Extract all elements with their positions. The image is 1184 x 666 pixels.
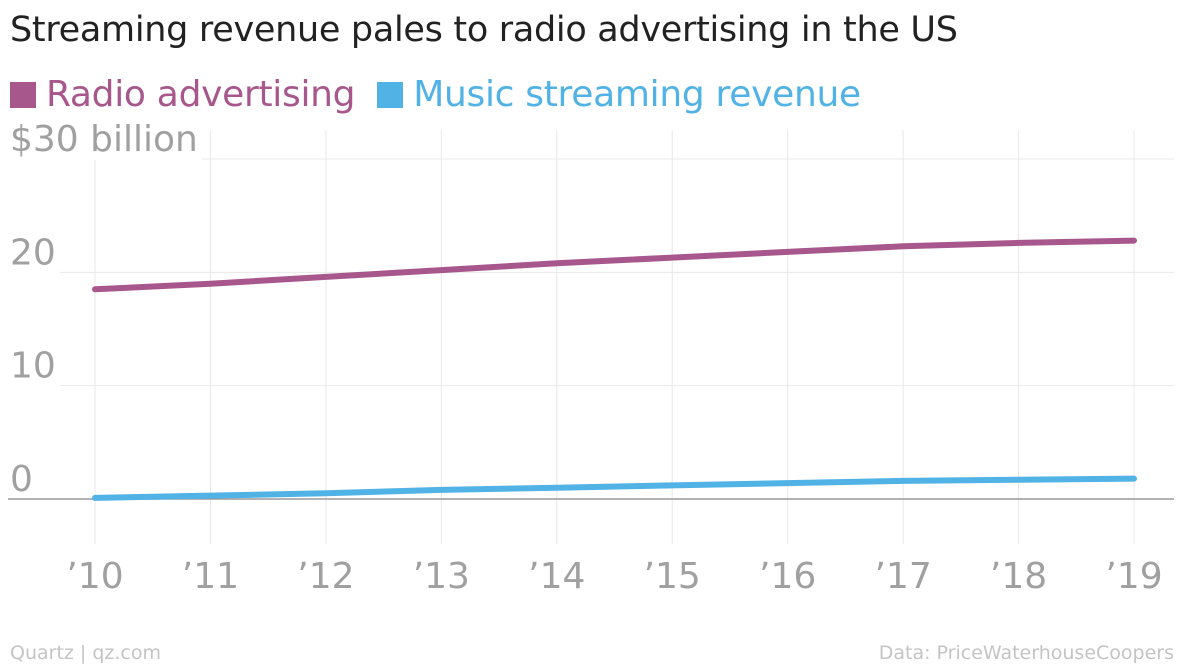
y-tick-label-background	[6, 459, 37, 500]
y-tick-label: $30 billion	[10, 119, 198, 160]
y-tick-label-background	[6, 119, 202, 160]
legend-label-radio: Radio advertising	[46, 74, 356, 115]
x-tick-label: ’16	[759, 556, 816, 597]
x-tick-label: ’11	[182, 556, 239, 597]
legend-swatch-streaming	[377, 81, 404, 108]
y-tick-label-background	[6, 345, 60, 387]
legend-item-streaming: Music streaming revenue	[377, 74, 861, 115]
x-tick-label: ’18	[990, 556, 1047, 597]
x-tick-label: ’17	[874, 556, 931, 597]
legend-swatch-radio	[10, 81, 36, 108]
x-tick-label: ’10	[66, 556, 123, 597]
chart-title: Streaming revenue pales to radio adverti…	[10, 10, 958, 50]
y-tick-label: 20	[10, 232, 56, 273]
footer-credit: Quartz | qz.com	[10, 642, 162, 664]
y-tick-label: 10	[10, 346, 56, 387]
x-tick-label: ’12	[297, 556, 354, 597]
chart-legend: Radio advertising Music streaming revenu…	[10, 74, 883, 115]
y-tick-label: 0	[10, 459, 33, 500]
footer-source: Data: PriceWaterhouseCoopers	[878, 642, 1174, 664]
legend-item-radio: Radio advertising	[10, 74, 356, 115]
x-tick-label: ’13	[413, 556, 470, 597]
line-chart: 0 10 20 $30 billion ’10 ’11 ’12 ’13 ’14 ’15 ’16 ’17…	[6, 119, 1174, 597]
x-tick-label: ’15	[644, 556, 701, 597]
legend-label-streaming: Music streaming revenue	[413, 74, 861, 115]
y-tick-label-background	[6, 232, 60, 274]
series-line-radio-advertising	[92, 237, 1137, 293]
x-tick-label: ’14	[528, 556, 585, 597]
x-tick-label: ’19	[1105, 556, 1162, 597]
series-line-music-streaming	[92, 475, 1137, 501]
